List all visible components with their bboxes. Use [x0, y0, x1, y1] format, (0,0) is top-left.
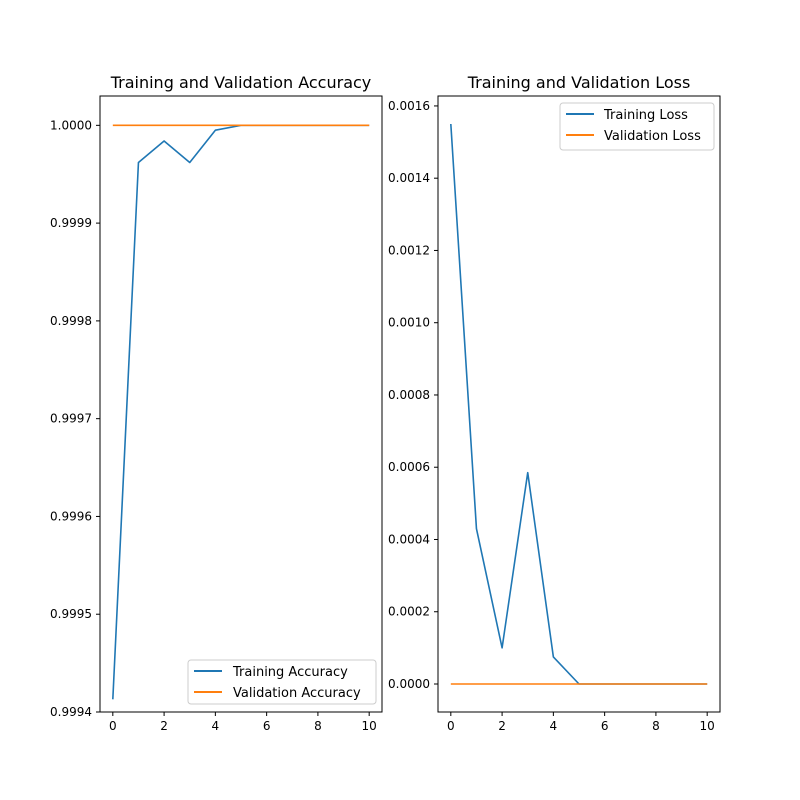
loss-y-tick-label: 0.0006 — [388, 460, 430, 474]
loss-chart: Training and Validation Loss 0 2 4 6 8 10 0.00… — [388, 73, 721, 733]
loss-y-tick-label: 0.0010 — [388, 316, 430, 330]
loss-y-tick-label: 0.0016 — [388, 99, 430, 113]
loss-plot-frame — [437, 95, 721, 713]
loss-marks: 0 2 4 6 8 10 0.0000 0.0002 0.0004 0.0006 0.0008 0.0… — [388, 99, 715, 733]
accuracy-y-tick-label: 0.9997 — [50, 412, 92, 426]
accuracy-x-tick-label: 10 — [362, 719, 377, 733]
accuracy-x-tick-label: 4 — [212, 719, 220, 733]
accuracy-x-tick-label: 8 — [314, 719, 322, 733]
accuracy-chart: Training and Validation Accuracy 0 2 4 6 8 10… — [50, 73, 383, 733]
accuracy-y-tick-label: 0.9995 — [50, 607, 92, 621]
accuracy-y-tick-label: 0.9998 — [50, 314, 92, 328]
loss-legend: Training Loss Validation Loss — [559, 102, 715, 151]
accuracy-chart-title: Training and Validation Accuracy — [110, 73, 372, 92]
accuracy-legend: Training Accuracy Validation Accuracy — [187, 659, 377, 705]
accuracy-x-tick-label: 0 — [109, 719, 117, 733]
accuracy-marks: 0 2 4 6 8 10 0.9994 0.9995 0.9996 0.9997 0.9998 0.9… — [50, 118, 377, 733]
loss-x-tick-label: 10 — [700, 719, 715, 733]
loss-y-tick-label: 0.0002 — [388, 605, 430, 619]
accuracy-x-tick-label: 2 — [160, 719, 168, 733]
loss-chart-title: Training and Validation Loss — [467, 73, 691, 92]
loss-y-tick-label: 0.0000 — [388, 677, 430, 691]
loss-y-tick-label: 0.0008 — [388, 388, 430, 402]
loss-y-tick-label: 0.0014 — [388, 171, 430, 185]
legend-label-validation-loss: Validation Loss — [604, 129, 701, 144]
loss-x-tick-label: 2 — [498, 719, 506, 733]
legend-label-training-loss: Training Loss — [603, 108, 688, 123]
accuracy-y-tick-label: 1.0000 — [50, 118, 92, 132]
loss-y-tick-label: 0.0004 — [388, 532, 430, 546]
loss-y-tick-label: 0.0012 — [388, 243, 430, 257]
loss-legend-box — [559, 102, 715, 151]
legend-label-validation-accuracy: Validation Accuracy — [233, 686, 361, 701]
loss-x-tick-label: 4 — [550, 719, 558, 733]
loss-x-tick-label: 8 — [652, 719, 660, 733]
accuracy-y-tick-label: 0.9999 — [50, 216, 92, 230]
accuracy-y-tick-label: 0.9994 — [50, 705, 92, 719]
legend-label-training-accuracy: Training Accuracy — [232, 665, 348, 680]
loss-x-tick-label: 0 — [447, 719, 455, 733]
accuracy-y-tick-label: 0.9996 — [50, 509, 92, 523]
accuracy-plot-frame — [99, 95, 383, 713]
accuracy-legend-box — [187, 659, 377, 705]
accuracy-x-tick-label: 6 — [263, 719, 271, 733]
loss-x-tick-label: 6 — [601, 719, 609, 733]
